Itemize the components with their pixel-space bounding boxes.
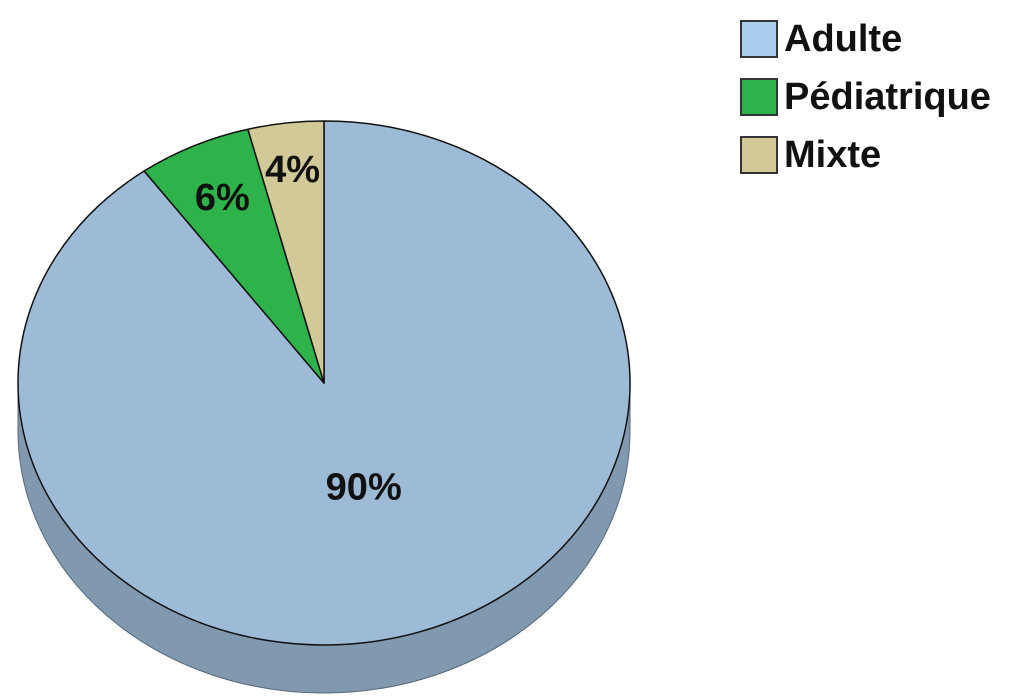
legend-label-pediatrique: Pédiatrique bbox=[784, 76, 991, 118]
legend-swatch-adulte bbox=[740, 20, 778, 58]
data-label-adulte: 90% bbox=[326, 467, 402, 509]
legend: Adulte Pédiatrique Mixte bbox=[740, 10, 991, 184]
legend-label-mixte: Mixte bbox=[784, 134, 882, 176]
legend-label-adulte: Adulte bbox=[784, 18, 903, 60]
legend-item-pediatrique: Pédiatrique bbox=[740, 68, 991, 126]
data-label-pediatrique: 6% bbox=[195, 177, 250, 219]
legend-item-mixte: Mixte bbox=[740, 126, 991, 184]
legend-swatch-pediatrique bbox=[740, 78, 778, 116]
legend-item-adulte: Adulte bbox=[740, 10, 991, 68]
legend-swatch-mixte bbox=[740, 136, 778, 174]
data-label-mixte: 4% bbox=[265, 149, 320, 191]
slice-mixte bbox=[247, 120, 325, 384]
